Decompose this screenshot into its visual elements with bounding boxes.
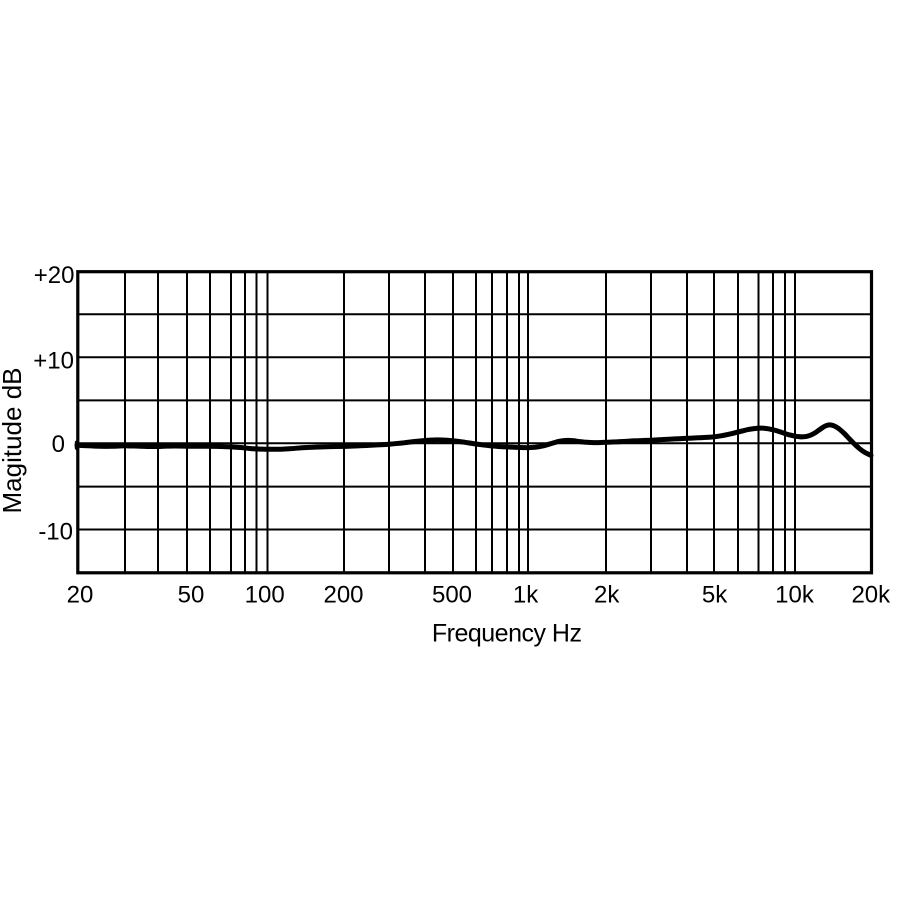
svg-text:5k: 5k [702, 582, 728, 609]
svg-text:100: 100 [245, 582, 285, 609]
svg-text:2k: 2k [594, 582, 620, 609]
svg-text:50: 50 [178, 582, 205, 609]
svg-text:Frequency Hz: Frequency Hz [432, 619, 582, 647]
svg-text:20k: 20k [851, 582, 891, 609]
svg-text:+20: +20 [34, 262, 75, 289]
svg-text:+10: +10 [33, 348, 74, 375]
svg-text:Magitude dB: Magitude dB [0, 368, 27, 514]
svg-text:0: 0 [52, 431, 65, 458]
svg-text:200: 200 [323, 582, 363, 609]
svg-text:-10: -10 [38, 519, 73, 546]
svg-text:10k: 10k [775, 582, 815, 609]
svg-text:500: 500 [432, 582, 472, 609]
svg-text:20: 20 [67, 582, 94, 609]
svg-text:1k: 1k [513, 582, 539, 609]
